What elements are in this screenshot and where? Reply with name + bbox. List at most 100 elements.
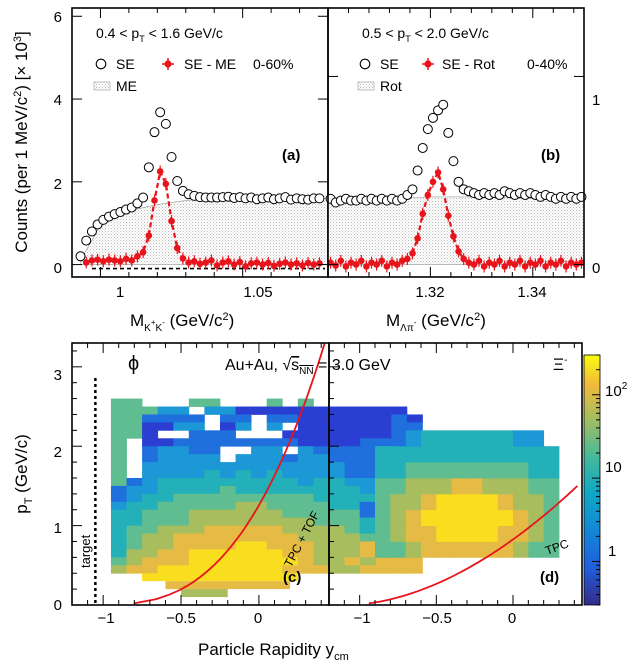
heatmap-cell xyxy=(329,430,345,439)
heatmap-cell xyxy=(235,565,252,574)
se-point xyxy=(412,165,423,176)
heatmap-cell xyxy=(344,565,361,574)
sub-point xyxy=(82,259,90,266)
heatmap-cell xyxy=(313,422,330,431)
sub-point xyxy=(485,259,493,267)
se-point xyxy=(422,124,433,135)
heatmap-cell xyxy=(142,414,159,423)
heatmap-cell xyxy=(390,525,407,542)
heatmap-cell xyxy=(436,493,453,511)
heatmap-cell xyxy=(528,446,545,463)
legend-se-label: SE xyxy=(116,56,135,72)
heatmap-cell xyxy=(235,509,252,519)
heatmap-cell xyxy=(235,541,252,550)
heatmap-cell xyxy=(282,462,299,471)
title-b: 0.5 < pT < 2.0 GeV/c xyxy=(362,25,489,44)
heatmap-cell xyxy=(297,422,314,431)
se-point xyxy=(143,162,154,173)
sub-point xyxy=(191,257,198,265)
heatmap-cell xyxy=(297,462,314,471)
heatmap-cell xyxy=(266,438,283,447)
heatmap-cell xyxy=(219,414,236,423)
heatmap-cell xyxy=(497,509,514,527)
heatmap-cell xyxy=(405,541,422,558)
heatmap-cell xyxy=(360,565,377,574)
panel-b: 1 0 1.32 1.34 0.5 < pT < 2.0 GeV/c SE SE… xyxy=(325,7,600,334)
heatmap-cell xyxy=(251,485,268,495)
heatmap-cell xyxy=(188,485,205,495)
xtick-label-c-m1: −1 xyxy=(97,610,114,627)
heatmap-cell xyxy=(110,470,127,479)
heatmap-cell xyxy=(157,446,174,455)
heatmap-cell xyxy=(391,430,408,439)
sub-point xyxy=(253,259,261,266)
heatmap-cell xyxy=(297,557,314,566)
heatmap-cell xyxy=(142,422,159,431)
heatmap-cell xyxy=(360,485,377,495)
heatmap-cell xyxy=(110,454,127,463)
ytick-label-0: 0 xyxy=(54,260,62,277)
heatmap-cell xyxy=(329,446,345,455)
sub-point xyxy=(185,259,192,266)
heatmap-cell xyxy=(329,406,345,415)
heatmap-cell xyxy=(421,462,437,479)
heatmap-cell xyxy=(359,517,375,534)
heatmap-cell xyxy=(543,525,560,542)
heatmap-cell xyxy=(405,462,422,479)
heatmap-cell xyxy=(360,406,377,415)
heatmap-cell xyxy=(344,446,361,455)
heatmap-cell xyxy=(266,541,283,550)
heatmap-cell xyxy=(482,493,499,511)
heatmap-cell xyxy=(329,541,345,550)
heatmap-cell xyxy=(390,446,407,463)
heatmap-cell xyxy=(344,533,361,542)
heatmap-cell xyxy=(110,533,127,542)
sub-point xyxy=(276,260,283,268)
heatmap-cell xyxy=(344,557,361,566)
heatmap-cell xyxy=(173,549,190,558)
heatmap-cell xyxy=(421,477,437,495)
axis-ticks-d xyxy=(329,343,575,606)
heatmap-cell xyxy=(282,541,299,550)
heatmap-cell xyxy=(266,414,283,423)
se-point xyxy=(160,118,171,129)
heatmap-cell xyxy=(251,525,268,534)
heatmap-cell xyxy=(329,493,345,503)
heatmap-cell xyxy=(235,414,252,423)
xlabel-b: MΛπ- (GeV/c2) xyxy=(386,311,486,334)
heatmap-cell xyxy=(219,430,236,439)
heatmap-cell xyxy=(344,525,361,534)
heatmap-cell xyxy=(157,454,174,463)
heatmap-cell xyxy=(297,438,314,447)
heatmap-cell xyxy=(421,541,437,558)
sub-point xyxy=(511,261,519,268)
heatmap-cell xyxy=(235,517,252,527)
heatmap-cell xyxy=(219,470,236,479)
heatmap-cell xyxy=(344,541,361,550)
heatmap-cell xyxy=(188,477,205,487)
heatmap-cell xyxy=(313,557,330,566)
heatmap-cell xyxy=(451,541,468,558)
heatmap-cell xyxy=(406,422,423,431)
heatmap-cell xyxy=(282,525,299,534)
heatmap-cell xyxy=(467,509,483,527)
se-rot-fit-curve xyxy=(411,169,465,260)
xi-heatmap-cells xyxy=(359,430,560,558)
heatmap-cell xyxy=(235,438,252,447)
heatmap-cell xyxy=(142,549,159,558)
heatmap-cell xyxy=(126,509,143,519)
heatmap-cell xyxy=(235,549,252,558)
xtick-label-1: 1 xyxy=(116,284,124,301)
heatmap-cell xyxy=(235,493,252,503)
heatmap-cell xyxy=(513,509,529,527)
heatmap-cell xyxy=(406,565,423,574)
heatmap-cell xyxy=(251,493,268,503)
heatmap-cell xyxy=(266,454,283,463)
sub-point xyxy=(264,259,272,267)
sub-point xyxy=(293,260,301,267)
acceptance-curve-c xyxy=(133,342,326,605)
heatmap-cell xyxy=(142,477,159,487)
heatmap-cell xyxy=(110,462,127,471)
heatmap-cell xyxy=(329,517,345,527)
se-point xyxy=(453,176,464,187)
